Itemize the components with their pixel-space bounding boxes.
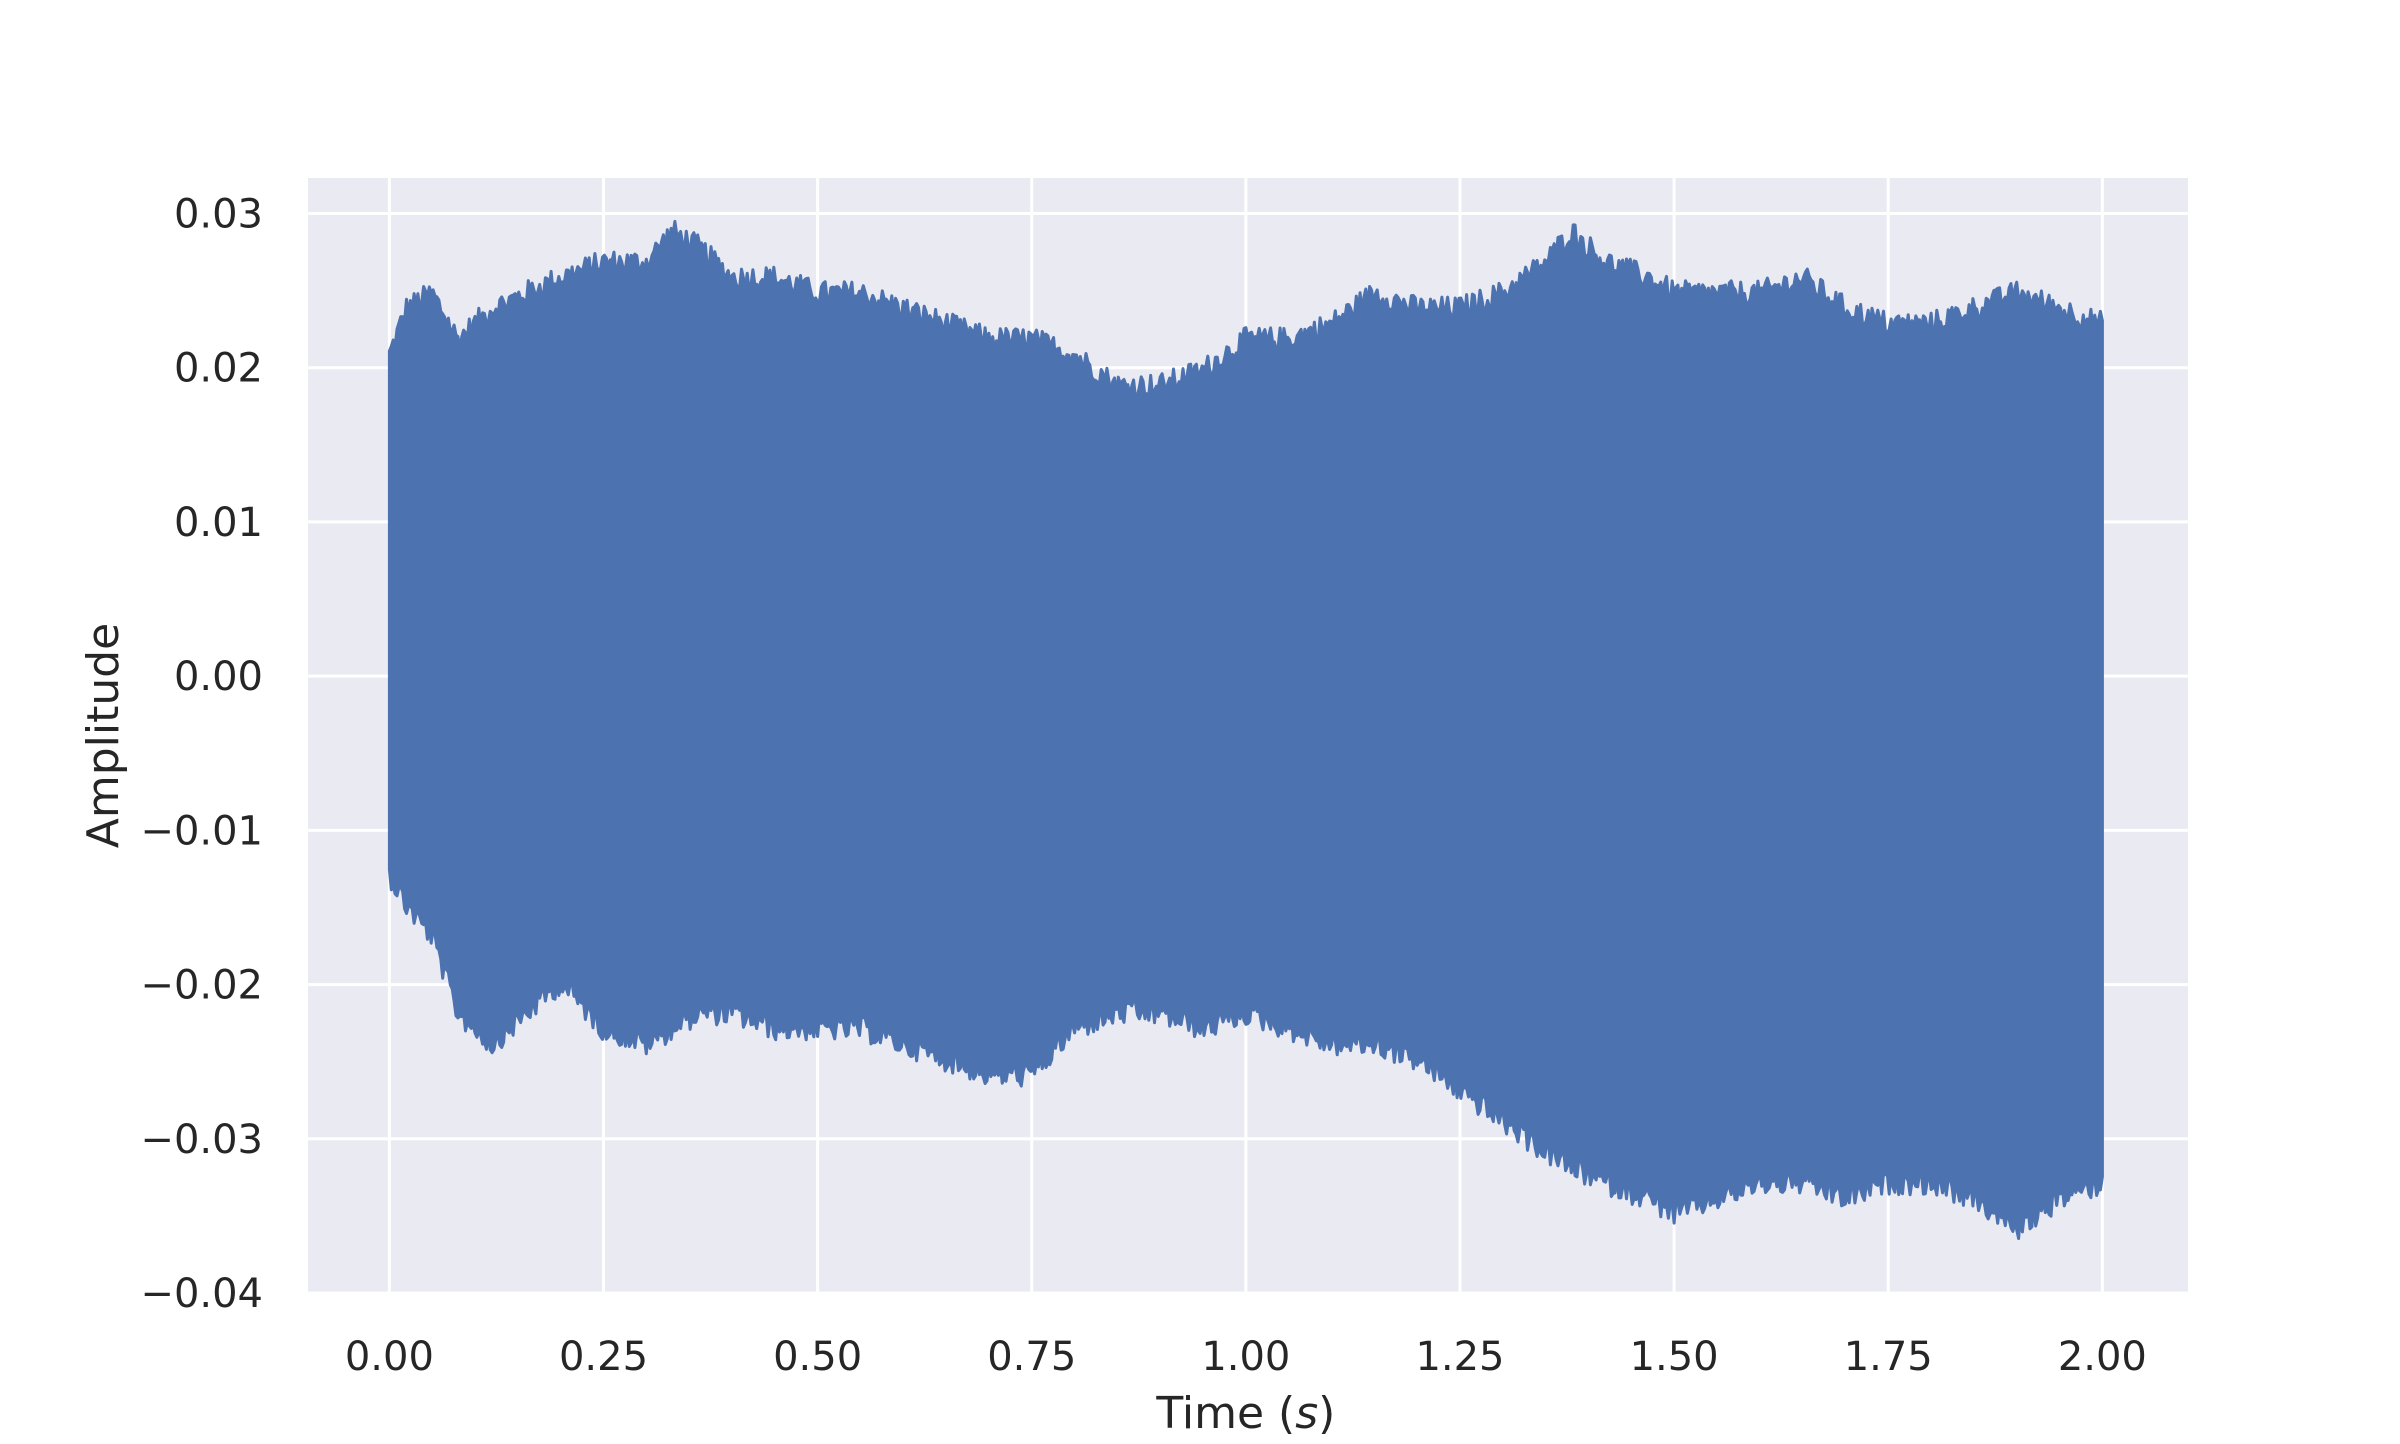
series-layer — [387, 219, 2104, 1240]
x-axis-label: Time (s) — [1155, 1388, 1335, 1439]
y-tick-label: −0.02 — [140, 963, 263, 1009]
y-tick-label: 0.00 — [174, 654, 263, 700]
y-tick-labels: −0.04 −0.03 −0.02 −0.01 0.00 0.01 0.02 0.03 — [140, 191, 263, 1317]
y-tick-label: −0.03 — [140, 1117, 263, 1163]
x-tick-label: 1.50 — [1630, 1334, 1719, 1380]
y-tick-label: 0.03 — [174, 191, 263, 237]
x-tick-label: 2.00 — [2058, 1334, 2147, 1380]
y-tick-label: 0.01 — [174, 500, 263, 546]
x-axis-label-var: s — [1295, 1388, 1318, 1439]
y-tick-label: 0.02 — [174, 346, 263, 392]
waveform-series — [387, 219, 2104, 1240]
x-tick-label: 1.25 — [1415, 1334, 1504, 1380]
x-tick-label: 0.00 — [345, 1334, 434, 1380]
x-tick-label: 0.50 — [773, 1334, 862, 1380]
y-tick-label: −0.01 — [140, 808, 263, 854]
y-axis-label: Amplitude — [78, 623, 129, 848]
x-tick-label: 0.25 — [559, 1334, 648, 1380]
x-tick-label: 1.75 — [1844, 1334, 1933, 1380]
x-axis-label-prefix: Time ( — [1155, 1388, 1295, 1439]
y-tick-label: −0.04 — [140, 1271, 263, 1317]
x-tick-label: 1.00 — [1201, 1334, 1290, 1380]
x-tick-label: 0.75 — [987, 1334, 1076, 1380]
x-axis-label-suffix: ) — [1318, 1388, 1335, 1439]
x-tick-labels: 0.00 0.25 0.50 0.75 1.00 1.25 1.50 1.75 2.00 — [345, 1334, 2147, 1380]
